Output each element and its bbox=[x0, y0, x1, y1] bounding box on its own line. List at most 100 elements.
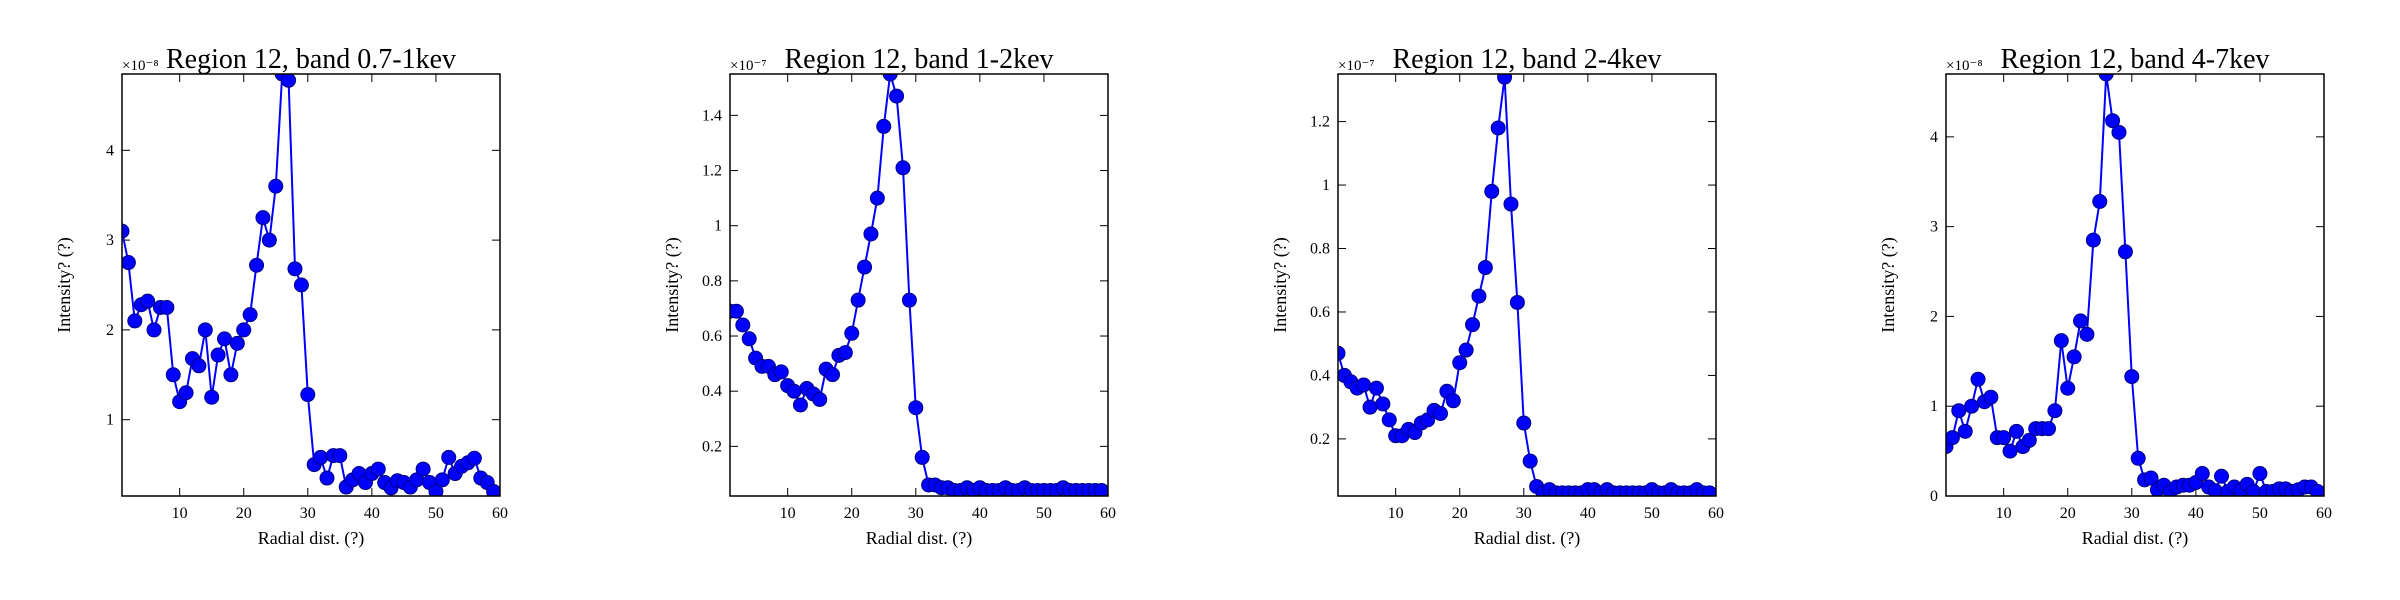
chart-panel-4: 10 20 30 40 50 60 0 1 2 3 4 ×10⁻⁸ Region 12, band 4-… bbox=[1878, 44, 2332, 549]
data-point bbox=[1509, 294, 1525, 310]
data-point bbox=[1375, 396, 1391, 412]
data-point bbox=[908, 400, 924, 416]
x-tick-label: 20 bbox=[844, 505, 860, 522]
series-line bbox=[730, 74, 1102, 492]
data-point bbox=[1946, 430, 1960, 446]
x-tick-label: 20 bbox=[236, 505, 252, 522]
x-tick-label: 30 bbox=[300, 505, 316, 522]
data-point bbox=[1452, 355, 1468, 371]
data-point bbox=[486, 484, 500, 496]
data-point bbox=[1497, 74, 1513, 85]
x-tick-label: 60 bbox=[2316, 505, 2332, 522]
x-tick-label: 60 bbox=[1100, 505, 1116, 522]
data-point bbox=[140, 293, 156, 309]
series-group bbox=[730, 74, 1108, 496]
x-axis-label: Radial dist. (?) bbox=[2082, 528, 2188, 549]
data-point bbox=[122, 255, 136, 271]
data-point bbox=[2213, 468, 2229, 484]
y-tick-label: 0.6 bbox=[702, 328, 722, 345]
data-point bbox=[1477, 260, 1493, 276]
data-point bbox=[313, 449, 329, 465]
chart-title: Region 12, band 2-4kev bbox=[1392, 44, 1661, 75]
y-tick-label: 0.8 bbox=[1310, 241, 1330, 258]
data-point bbox=[1381, 412, 1397, 428]
data-point bbox=[428, 484, 444, 496]
data-point bbox=[122, 223, 130, 239]
data-point bbox=[2053, 333, 2069, 349]
data-point bbox=[876, 118, 892, 134]
y-tick-label: 3 bbox=[1930, 219, 1938, 236]
data-point bbox=[1957, 423, 1973, 439]
x-tick-label: 50 bbox=[2252, 505, 2268, 522]
x-tick-label: 60 bbox=[1708, 505, 1724, 522]
data-point bbox=[2073, 313, 2089, 329]
axes-frame bbox=[1945, 73, 2325, 497]
data-point bbox=[1951, 403, 1967, 419]
series-group bbox=[1946, 74, 2324, 496]
y-tick-label: 0.4 bbox=[1310, 367, 1330, 384]
data-point bbox=[197, 322, 213, 338]
data-point bbox=[2041, 421, 2057, 437]
x-tick-label: 10 bbox=[1996, 505, 2012, 522]
data-point bbox=[434, 472, 450, 488]
data-point bbox=[792, 397, 808, 413]
data-point bbox=[236, 322, 252, 338]
data-point bbox=[293, 277, 309, 293]
data-point bbox=[2092, 193, 2108, 209]
chart-title: Region 12, band 0.7-1kev bbox=[166, 44, 456, 75]
data-point bbox=[319, 470, 335, 486]
y-tick-label: 0.4 bbox=[702, 383, 722, 400]
data-point bbox=[1964, 398, 1980, 414]
series-line bbox=[1946, 74, 2319, 494]
y-offset-label: ×10⁻⁸ bbox=[1946, 58, 1983, 74]
data-point bbox=[1094, 482, 1108, 496]
data-point bbox=[1516, 415, 1532, 431]
y-tick-label: 1 bbox=[1930, 398, 1938, 415]
x-tick-label: 10 bbox=[172, 505, 188, 522]
data-point bbox=[287, 261, 303, 277]
data-point bbox=[857, 259, 873, 275]
data-point bbox=[2105, 113, 2121, 129]
y-tick-label: 1 bbox=[1322, 177, 1330, 194]
y-tick-label: 1 bbox=[106, 412, 114, 429]
chart-title: Region 12, band 1-2kev bbox=[784, 44, 1053, 75]
axes-frame bbox=[121, 73, 501, 497]
data-point bbox=[1445, 393, 1461, 409]
data-point bbox=[773, 364, 789, 380]
series-group bbox=[1338, 74, 1716, 496]
data-point bbox=[1503, 196, 1519, 212]
data-point bbox=[210, 347, 226, 363]
data-point bbox=[1362, 399, 1378, 415]
data-point bbox=[1433, 406, 1449, 422]
data-point bbox=[825, 367, 841, 383]
x-tick-label: 40 bbox=[1580, 505, 1596, 522]
data-point bbox=[889, 88, 905, 104]
chart-panel-3: 10 20 30 40 50 60 0.2 0.4 0.6 0.8 1 1.2 ×10⁻⁷ Region … bbox=[1270, 44, 1724, 549]
data-point bbox=[1471, 288, 1487, 304]
data-point bbox=[1522, 453, 1538, 469]
data-point bbox=[2130, 450, 2146, 466]
y-axis-label: Intensity? (?) bbox=[662, 237, 683, 332]
y-tick-label: 1.4 bbox=[702, 107, 722, 124]
y-axis-label: Intensity? (?) bbox=[1270, 237, 1291, 332]
y-tick-label: 0 bbox=[1930, 488, 1938, 505]
y-tick-label: 1.2 bbox=[702, 163, 722, 180]
data-point bbox=[178, 385, 194, 401]
data-point bbox=[863, 226, 879, 242]
y-tick-label: 1 bbox=[714, 218, 722, 235]
data-point bbox=[812, 391, 828, 407]
y-offset-label: ×10⁻⁷ bbox=[1338, 58, 1375, 74]
y-tick-label: 2 bbox=[106, 322, 114, 339]
chart-panel-1: 10 20 30 40 50 60 1 2 3 4 ×10⁻⁸ Region 12, band 0.7… bbox=[54, 44, 508, 549]
data-point bbox=[217, 331, 233, 347]
data-point bbox=[2079, 326, 2095, 342]
x-tick-label: 20 bbox=[1452, 505, 1468, 522]
y-tick-label: 4 bbox=[1930, 129, 1938, 146]
data-point bbox=[1970, 371, 1986, 387]
data-point bbox=[786, 383, 802, 399]
x-tick-label: 40 bbox=[364, 505, 380, 522]
data-point bbox=[300, 387, 316, 403]
data-point bbox=[2060, 380, 2076, 396]
data-point bbox=[268, 178, 284, 194]
